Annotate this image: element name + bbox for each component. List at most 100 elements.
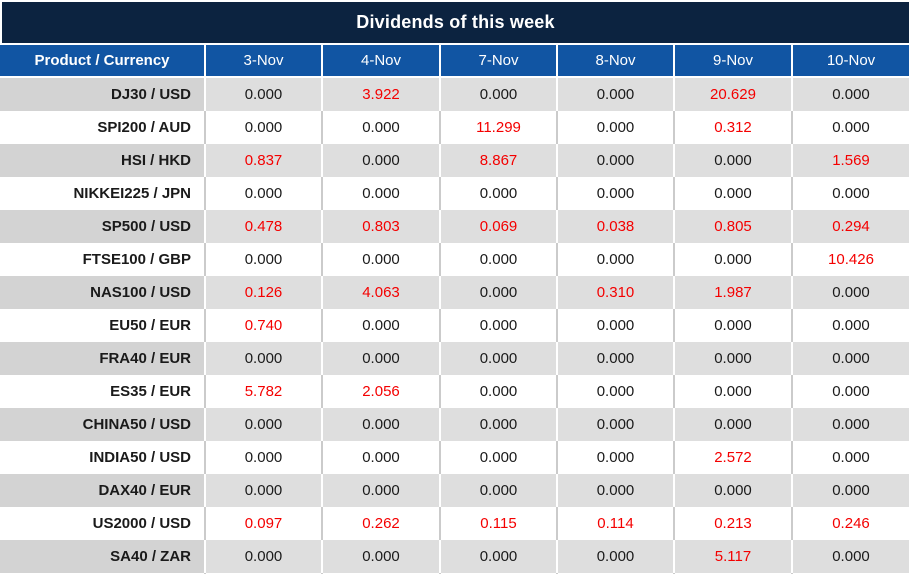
- cell-value: 0.000: [556, 309, 673, 342]
- cell-value: 0.000: [439, 342, 556, 375]
- cell-value: 0.000: [791, 177, 909, 210]
- cell-value: 0.000: [321, 474, 439, 507]
- table-title: Dividends of this week: [2, 2, 909, 43]
- cell-value: 0.000: [439, 474, 556, 507]
- dividends-table: Product / Currency 3-Nov 4-Nov 7-Nov 8-Nov 9-…: [0, 45, 909, 574]
- column-header-date: 7-Nov: [439, 45, 556, 78]
- cell-value: 0.000: [204, 342, 321, 375]
- cell-value: 0.000: [673, 408, 791, 441]
- cell-value: 0.213: [673, 507, 791, 540]
- table-row: SA40 / ZAR 0.000 0.000 0.000 0.000 5.117 0.00…: [0, 540, 909, 573]
- cell-value: 0.000: [556, 375, 673, 408]
- cell-value: 0.000: [791, 342, 909, 375]
- cell-value: 0.000: [321, 243, 439, 276]
- cell-value: 0.000: [791, 375, 909, 408]
- cell-value: 0.000: [439, 243, 556, 276]
- cell-value: 0.000: [439, 177, 556, 210]
- cell-value: 4.063: [321, 276, 439, 309]
- cell-value: 0.000: [439, 276, 556, 309]
- cell-value: 0.246: [791, 507, 909, 540]
- table-row: US2000 / USD 0.097 0.262 0.115 0.114 0.213 0.…: [0, 507, 909, 540]
- cell-value: 0.097: [204, 507, 321, 540]
- cell-value: 0.000: [673, 342, 791, 375]
- cell-value: 0.000: [204, 408, 321, 441]
- cell-value: 0.000: [791, 276, 909, 309]
- cell-value: 0.000: [673, 375, 791, 408]
- table-body: DJ30 / USD 0.000 3.922 0.000 0.000 20.629 0.0…: [0, 78, 909, 574]
- column-header-product-currency: Product / Currency: [0, 45, 204, 78]
- cell-value: 0.000: [791, 78, 909, 111]
- cell-value: 0.000: [204, 78, 321, 111]
- row-label: FRA40 / EUR: [0, 342, 204, 375]
- cell-value: 20.629: [673, 78, 791, 111]
- cell-value: 0.000: [204, 243, 321, 276]
- cell-value: 0.000: [791, 474, 909, 507]
- cell-value: 0.000: [791, 309, 909, 342]
- cell-value: 0.000: [321, 540, 439, 573]
- header-row: Product / Currency 3-Nov 4-Nov 7-Nov 8-Nov 9-…: [0, 45, 909, 78]
- cell-value: 0.000: [204, 441, 321, 474]
- cell-value: 0.000: [673, 474, 791, 507]
- cell-value: 0.000: [673, 144, 791, 177]
- cell-value: 0.000: [321, 441, 439, 474]
- cell-value: 0.114: [556, 507, 673, 540]
- cell-value: 0.000: [673, 177, 791, 210]
- cell-value: 5.782: [204, 375, 321, 408]
- cell-value: 0.000: [204, 474, 321, 507]
- cell-value: 0.837: [204, 144, 321, 177]
- cell-value: 0.478: [204, 210, 321, 243]
- cell-value: 1.569: [791, 144, 909, 177]
- cell-value: 8.867: [439, 144, 556, 177]
- cell-value: 0.000: [556, 441, 673, 474]
- column-header-date: 8-Nov: [556, 45, 673, 78]
- cell-value: 0.294: [791, 210, 909, 243]
- row-label: DAX40 / EUR: [0, 474, 204, 507]
- cell-value: 0.310: [556, 276, 673, 309]
- cell-value: 0.803: [321, 210, 439, 243]
- column-header-date: 9-Nov: [673, 45, 791, 78]
- cell-value: 0.000: [791, 408, 909, 441]
- row-label: NIKKEI225 / JPN: [0, 177, 204, 210]
- cell-value: 0.000: [321, 177, 439, 210]
- table-row: DJ30 / USD 0.000 3.922 0.000 0.000 20.629 0.0…: [0, 78, 909, 111]
- row-label: INDIA50 / USD: [0, 441, 204, 474]
- row-label: HSI / HKD: [0, 144, 204, 177]
- cell-value: 3.922: [321, 78, 439, 111]
- row-label: SA40 / ZAR: [0, 540, 204, 573]
- cell-value: 0.000: [556, 243, 673, 276]
- table-row: HSI / HKD 0.837 0.000 8.867 0.000 0.000 1.569: [0, 144, 909, 177]
- column-header-date: 10-Nov: [791, 45, 909, 78]
- row-label: FTSE100 / GBP: [0, 243, 204, 276]
- cell-value: 0.000: [556, 177, 673, 210]
- cell-value: 0.000: [791, 111, 909, 144]
- cell-value: 2.572: [673, 441, 791, 474]
- table-row: SPI200 / AUD 0.000 0.000 11.299 0.000 0.312 0…: [0, 111, 909, 144]
- row-label: NAS100 / USD: [0, 276, 204, 309]
- table-row: EU50 / EUR 0.740 0.000 0.000 0.000 0.000 0.00…: [0, 309, 909, 342]
- column-header-date: 4-Nov: [321, 45, 439, 78]
- table-row: CHINA50 / USD 0.000 0.000 0.000 0.000 0.000 0…: [0, 408, 909, 441]
- row-label: SPI200 / AUD: [0, 111, 204, 144]
- cell-value: 0.000: [556, 144, 673, 177]
- cell-value: 1.987: [673, 276, 791, 309]
- table-row: INDIA50 / USD 0.000 0.000 0.000 0.000 2.572 0…: [0, 441, 909, 474]
- cell-value: 0.000: [321, 309, 439, 342]
- cell-value: 10.426: [791, 243, 909, 276]
- cell-value: 0.312: [673, 111, 791, 144]
- table-title-text: Dividends of this week: [356, 12, 555, 32]
- cell-value: 0.000: [204, 540, 321, 573]
- table-row: DAX40 / EUR 0.000 0.000 0.000 0.000 0.000 0.0…: [0, 474, 909, 507]
- cell-value: 0.000: [439, 309, 556, 342]
- cell-value: 0.000: [439, 408, 556, 441]
- cell-value: 0.038: [556, 210, 673, 243]
- cell-value: 0.000: [673, 309, 791, 342]
- cell-value: 0.000: [204, 177, 321, 210]
- cell-value: 0.000: [673, 243, 791, 276]
- cell-value: 0.740: [204, 309, 321, 342]
- table-row: FTSE100 / GBP 0.000 0.000 0.000 0.000 0.000 1…: [0, 243, 909, 276]
- cell-value: 0.000: [556, 111, 673, 144]
- cell-value: 0.126: [204, 276, 321, 309]
- cell-value: 0.000: [439, 375, 556, 408]
- row-label: DJ30 / USD: [0, 78, 204, 111]
